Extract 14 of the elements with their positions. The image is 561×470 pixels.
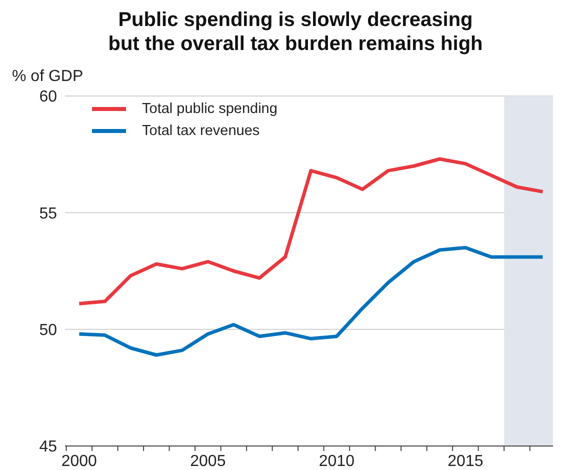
y-tick-label: 50 [39, 322, 58, 340]
y-tick-label: 60 [39, 88, 58, 106]
legend-label: Total tax revenues [142, 122, 260, 141]
line-series [77, 246, 544, 357]
x-tick-label: 2005 [190, 453, 226, 470]
y-axis-title: % of GDP [12, 68, 84, 86]
x-tick-label: 2015 [448, 453, 484, 470]
chart-title: Public spending is slowly decreasing but the overall tax burden remains high [107, 8, 484, 56]
x-tick-label: 2000 [61, 453, 98, 470]
line-series [77, 157, 544, 306]
x-tick-label: 2010 [318, 453, 355, 470]
legend-label: Total public spending [142, 100, 278, 119]
y-tick-label: 45 [39, 438, 58, 456]
y-tick-label: 55 [39, 205, 58, 222]
